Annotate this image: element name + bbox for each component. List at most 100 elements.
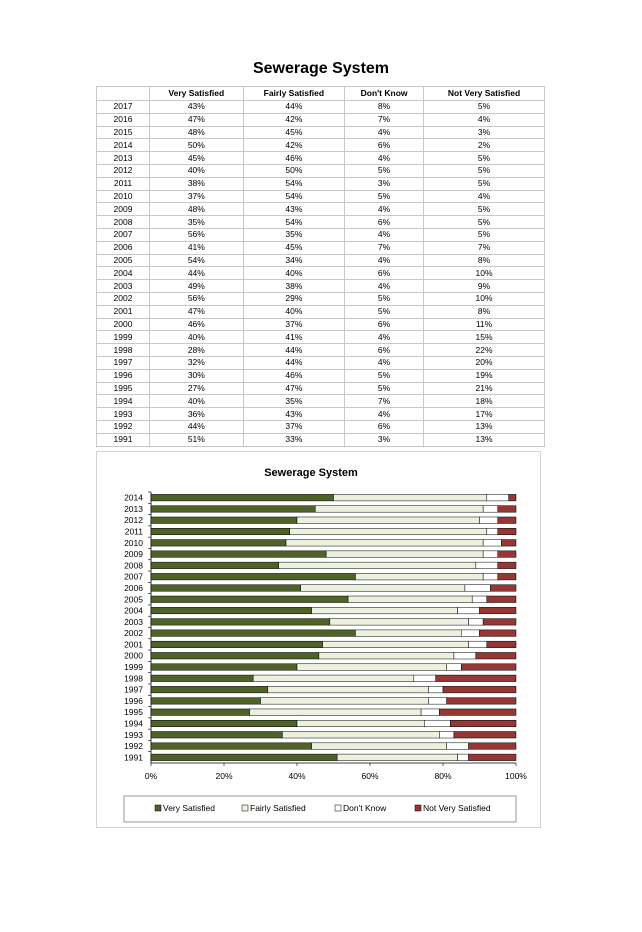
- table-cell: 44%: [149, 419, 244, 434]
- table-header-cell: Fairly Satisfied: [242, 86, 346, 101]
- table-row: 2002 56% 29% 5% 10%: [96, 291, 545, 306]
- table-cell: 5%: [423, 227, 545, 242]
- table-body: 2017 43% 44% 8% 5% 2016 47% 42% 7% 4% 2015 48% 45% 4%…: [96, 100, 545, 447]
- y-tick-label: 2011: [125, 527, 144, 537]
- bar-segment: [420, 708, 440, 716]
- y-tick-label: 1996: [124, 696, 143, 706]
- table-row: 2006 41% 45% 7% 7%: [96, 240, 545, 255]
- bar-segment: [315, 505, 484, 513]
- table-row: 2001 47% 40% 5% 8%: [96, 304, 545, 319]
- table-cell: 44%: [242, 343, 346, 357]
- table-cell: 5%: [344, 381, 425, 396]
- bar-segment: [150, 663, 298, 671]
- bar-segment: [497, 573, 517, 581]
- table-cell: 4%: [344, 151, 425, 165]
- bar-segment: [413, 674, 436, 682]
- table-row: 2010 37% 54% 5% 4%: [96, 189, 545, 204]
- table-cell: 34%: [242, 253, 346, 268]
- table-cell-year: 2003: [96, 279, 150, 293]
- table-cell-year: 2010: [96, 189, 150, 204]
- bar-segment: [482, 539, 502, 547]
- table-cell-year: 2012: [96, 163, 150, 178]
- table-row: 2003 49% 38% 4% 9%: [96, 279, 545, 293]
- table-row: 2016 47% 42% 7% 4%: [96, 112, 545, 127]
- table-cell: 5%: [344, 291, 425, 306]
- bar-segment: [442, 686, 517, 694]
- bar-segment: [468, 753, 517, 761]
- table-cell: 38%: [242, 279, 346, 293]
- table-cell-year: 1998: [96, 343, 150, 357]
- table-cell: 37%: [242, 419, 346, 434]
- table-cell: 6%: [344, 317, 425, 332]
- table-cell: 56%: [149, 291, 244, 306]
- table-header-cell: Don't Know: [344, 86, 425, 101]
- table-cell: 41%: [242, 330, 346, 345]
- x-tick-label: 80%: [434, 771, 451, 781]
- table-row: 1993 36% 43% 4% 17%: [96, 407, 545, 421]
- bar-segment: [150, 753, 338, 761]
- table-cell: 37%: [242, 317, 346, 332]
- bar-segment: [428, 686, 444, 694]
- table-cell: 5%: [344, 304, 425, 319]
- table-cell: 5%: [344, 189, 425, 204]
- table-cell-year: 1996: [96, 368, 150, 383]
- table-cell-year: 2015: [96, 125, 150, 140]
- legend-label: Not Very Satisfied: [423, 803, 491, 813]
- table-cell: 47%: [242, 381, 346, 396]
- table-cell: 54%: [149, 253, 244, 268]
- bar-segment: [150, 629, 356, 637]
- y-tick-label: 2012: [124, 515, 143, 525]
- table-cell: 48%: [149, 202, 244, 217]
- table-row: 1998 28% 44% 6% 22%: [96, 343, 545, 357]
- table-row: 2004 44% 40% 6% 10%: [96, 266, 545, 281]
- bar-segment: [490, 584, 517, 592]
- y-tick-label: 2000: [124, 651, 143, 661]
- table-cell: 5%: [423, 100, 545, 114]
- table-cell: 2%: [423, 138, 545, 153]
- table-cell: 42%: [242, 112, 346, 127]
- table-cell-year: 1992: [96, 419, 150, 434]
- bar-segment: [150, 686, 269, 694]
- table-cell: 6%: [344, 138, 425, 153]
- table-cell-year: 1993: [96, 407, 150, 421]
- table-row: 1997 32% 44% 4% 20%: [96, 355, 545, 370]
- bar-segment: [296, 663, 447, 671]
- table-cell: 4%: [344, 355, 425, 370]
- bar-segment: [252, 674, 415, 682]
- bar-segment: [424, 719, 451, 727]
- legend-box: [123, 795, 517, 823]
- legend-swatch: [414, 804, 422, 812]
- data-table: Very Satisfied Fairly Satisfied Don't Know…: [96, 86, 545, 447]
- bar-segment: [289, 528, 488, 536]
- table-cell: 43%: [149, 100, 244, 114]
- table-cell: 18%: [423, 394, 545, 409]
- y-tick-label: 1991: [124, 752, 143, 762]
- y-tick-label: 1995: [124, 707, 143, 717]
- bar-segment: [150, 618, 331, 626]
- table-cell: 44%: [242, 100, 346, 114]
- table-cell: 4%: [344, 253, 425, 268]
- table-cell: 54%: [242, 215, 346, 229]
- bar-segment: [322, 640, 469, 648]
- table-cell: 19%: [423, 368, 545, 383]
- table-cell-year: 1997: [96, 355, 150, 370]
- bar-segment: [150, 528, 290, 536]
- bar-segment: [453, 731, 517, 739]
- table-cell: 33%: [242, 432, 346, 447]
- bar-segment: [285, 539, 484, 547]
- x-tick-label: 100%: [505, 771, 527, 781]
- table-cell: 4%: [344, 279, 425, 293]
- table-cell-year: 2014: [96, 138, 150, 153]
- legend-swatch: [241, 804, 249, 812]
- table-cell: 3%: [344, 176, 425, 191]
- bar-segment: [446, 697, 517, 705]
- table-cell: 46%: [242, 368, 346, 383]
- table-cell: 15%: [423, 330, 545, 345]
- bar-segment: [311, 742, 447, 750]
- bar-segment: [461, 629, 480, 637]
- chart-frame: Sewerage System 2014 2013 2012 2011 2010 2009 2…: [96, 451, 541, 828]
- bar-segment: [435, 674, 517, 682]
- y-tick-label: 2014: [124, 493, 143, 503]
- y-tick-label: 2004: [124, 606, 143, 616]
- table-cell: 4%: [423, 189, 545, 204]
